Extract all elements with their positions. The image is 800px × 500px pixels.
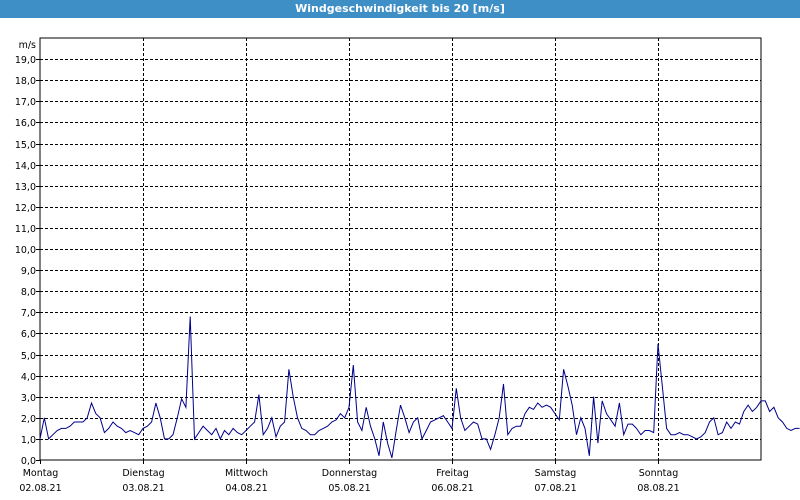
- grid-lines: [40, 38, 761, 460]
- x-tick-date-label: 05.08.21: [328, 483, 370, 494]
- x-tick-day-label: Dienstag: [122, 468, 164, 479]
- chart-title: Windgeschwindigkeit bis 20 [m/s]: [0, 0, 800, 18]
- wind-speed-chart: m/s 0,0 1,0 2,0 3,0 4,0 5,0 6,0 7,0 8,0 9,0 10,0 11…: [15, 37, 800, 494]
- y-tick-label: 5,0: [21, 351, 36, 362]
- x-tick-date-label: 03.08.21: [122, 483, 164, 494]
- y-tick-label: 11,0: [15, 224, 36, 235]
- y-tick-label: 1,0: [21, 435, 36, 446]
- y-tick-label: 7,0: [21, 308, 36, 319]
- y-tick-label: 0,0: [21, 456, 36, 467]
- x-tick-day-label: Mittwoch: [225, 468, 268, 479]
- x-axis: Montag 02.08.21 Dienstag 03.08.21 Mittwoch 04…: [19, 460, 680, 494]
- y-tick-label: 18,0: [15, 76, 36, 87]
- wind-speed-line: [39, 316, 800, 459]
- y-axis: m/s 0,0 1,0 2,0 3,0 4,0 5,0 6,0 7,0 8,0 9,0 10,0 11…: [15, 40, 40, 467]
- y-tick-label: 17,0: [15, 97, 36, 108]
- x-tick-date-label: 04.08.21: [225, 483, 267, 494]
- x-tick-day-label: Donnerstag: [322, 468, 377, 479]
- y-tick-label: 10,0: [15, 245, 36, 256]
- y-tick-label: 16,0: [15, 118, 36, 129]
- series-layer: [39, 316, 800, 459]
- y-tick-label: 8,0: [21, 287, 36, 298]
- x-tick-date-label: 06.08.21: [431, 483, 473, 494]
- y-tick-label: 19,0: [15, 55, 36, 66]
- x-tick-day-label: Sonntag: [639, 468, 678, 479]
- x-tick-day-label: Montag: [23, 468, 59, 479]
- x-tick-date-label: 02.08.21: [19, 483, 61, 494]
- y-axis-label: m/s: [19, 40, 36, 51]
- y-tick-label: 14,0: [15, 161, 36, 172]
- y-tick-label: 9,0: [21, 266, 36, 277]
- y-tick-label: 2,0: [21, 414, 36, 425]
- x-tick-day-label: Samstag: [535, 468, 577, 479]
- y-tick-label: 3,0: [21, 393, 36, 404]
- x-tick-day-label: Freitag: [436, 468, 469, 479]
- y-tick-label: 4,0: [21, 372, 36, 383]
- x-tick-date-label: 07.08.21: [534, 483, 576, 494]
- y-tick-label: 13,0: [15, 182, 36, 193]
- y-tick-label: 12,0: [15, 203, 36, 214]
- y-tick-label: 15,0: [15, 140, 36, 151]
- y-tick-label: 6,0: [21, 329, 36, 340]
- x-tick-date-label: 08.08.21: [637, 483, 679, 494]
